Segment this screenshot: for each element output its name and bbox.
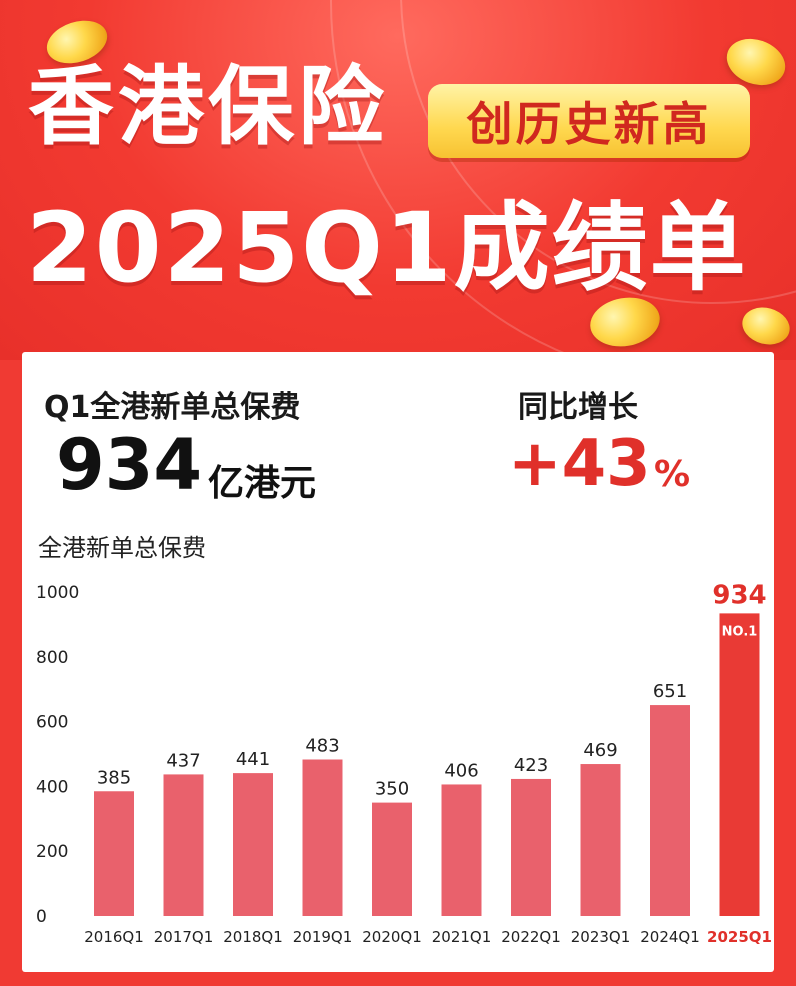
bar-value-label: 651: [653, 681, 687, 702]
growth-unit: %: [654, 454, 691, 495]
premium-unit: 亿港元: [208, 463, 317, 504]
y-tick-label: 600: [36, 713, 68, 733]
bar-2016Q1: [94, 791, 134, 916]
bar-value-label: 437: [166, 750, 200, 771]
bar-2021Q1: [441, 784, 482, 916]
x-tick-label: 2024Q1: [640, 928, 700, 946]
bar-2020Q1: [372, 802, 412, 916]
stats-card: Q1全港新单总保费 934 亿港元 同比增长 +43 % 全港新单总保费 0 20…: [22, 352, 774, 972]
bar-value-label: 483: [305, 736, 339, 757]
bar-2019Q1: [302, 759, 343, 916]
hero-banner: 香港保险 创历史新高 2025Q1成绩单: [0, 0, 796, 360]
x-tick-label: 2016Q1: [84, 928, 144, 946]
premium-label: Q1全港新单总保费: [44, 390, 301, 425]
bar-2017Q1: [163, 774, 204, 916]
bar-2018Q1: [233, 773, 273, 916]
bar-2024Q1: [650, 705, 690, 916]
x-tick-label: 2019Q1: [293, 928, 353, 946]
x-tick-label: 2017Q1: [154, 928, 214, 946]
record-high-badge: 创历史新高: [428, 84, 750, 158]
x-tick-label: 2025Q1: [707, 928, 772, 946]
bar-2025Q1: [719, 613, 760, 916]
bar-chart: 0 200 400 600 800 1000 385 2016Q1 437 2017Q1 441 20…: [36, 580, 772, 946]
bar-value-label: 385: [97, 767, 131, 788]
bar-value-label: 469: [583, 740, 617, 761]
x-tick-label: 2022Q1: [501, 928, 561, 946]
x-tick-label: 2021Q1: [432, 928, 492, 946]
chart-title: 全港新单总保费: [38, 534, 206, 562]
growth-label: 同比增长: [518, 390, 638, 425]
y-tick-label: 800: [36, 648, 68, 668]
growth-value: +43: [508, 427, 651, 501]
bar-2023Q1: [580, 764, 621, 916]
bar-2022Q1: [511, 778, 551, 916]
y-tick-label: 1000: [36, 583, 79, 603]
no1-tag: NO.1: [722, 624, 758, 639]
page-title-line1: 香港保险: [28, 57, 388, 157]
premium-value: 934: [56, 424, 203, 506]
bar-value-label: 934: [712, 580, 766, 610]
bar-value-label: 406: [444, 760, 478, 781]
record-high-badge-label: 创历史新高: [466, 97, 712, 151]
x-tick-label: 2020Q1: [362, 928, 422, 946]
page-title-line2: 2025Q1成绩单: [26, 192, 748, 304]
bar-value-label: 423: [514, 755, 548, 776]
y-tick-label: 200: [36, 842, 68, 862]
y-tick-label: 400: [36, 777, 68, 797]
bar-value-label: 350: [375, 779, 409, 800]
x-tick-label: 2023Q1: [571, 928, 631, 946]
y-tick-label: 0: [36, 907, 47, 927]
x-tick-label: 2018Q1: [223, 928, 283, 946]
bar-value-label: 441: [236, 749, 270, 770]
